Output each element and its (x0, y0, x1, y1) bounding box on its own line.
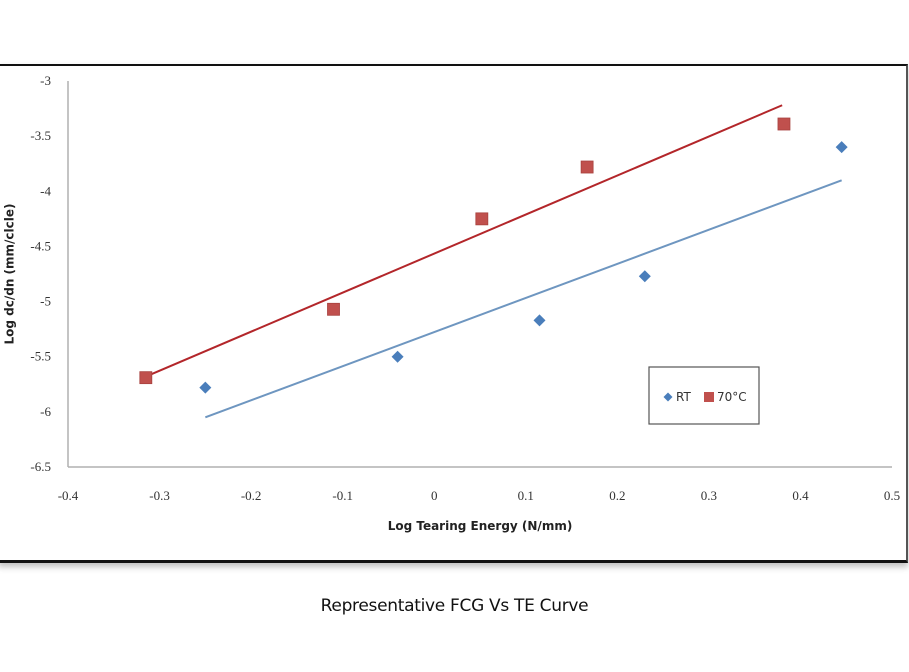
x-tick-label: 0.2 (609, 488, 625, 503)
x-tick-label: 0.5 (884, 488, 900, 503)
trendlines (145, 104, 842, 419)
x-tick-label: -0.1 (332, 488, 353, 503)
data-point-rt (199, 381, 212, 394)
x-tick-label: -0.4 (58, 488, 79, 503)
x-tick-label: 0.4 (792, 488, 809, 503)
data-point-rt (391, 350, 404, 363)
figure-caption: Representative FCG Vs TE Curve (320, 596, 589, 616)
y-tick-label: -5.5 (30, 349, 51, 364)
legend: RT 70°C (648, 366, 760, 425)
data-point-rt (533, 314, 546, 327)
trendline-70c (145, 104, 783, 378)
x-tick-labels: -0.4 -0.3 -0.2 -0.1 0 0.1 0.2 0.3 0.4 0.5 (58, 488, 900, 503)
x-tick-label: 0.3 (701, 488, 717, 503)
y-tick-label: -3.5 (30, 128, 51, 143)
legend-label-70c: 70°C (717, 390, 747, 404)
data-points (139, 117, 848, 394)
y-tick-label: -5 (40, 294, 51, 309)
y-tick-label: -4 (40, 183, 51, 198)
data-point-70c (139, 371, 153, 385)
y-axis-title: Log dc/dn (mm/clcle) (3, 203, 17, 344)
legend-label-rt: RT (676, 390, 691, 404)
y-tick-label: -4.5 (30, 238, 51, 253)
y-tick-label: -6.5 (30, 459, 51, 474)
data-point-rt (638, 270, 651, 283)
trendline-rt (204, 179, 842, 419)
data-point-70c (327, 302, 340, 316)
data-point-70c (475, 212, 489, 226)
chart-frame: -0.4 -0.3 -0.2 -0.1 0 0.1 0.2 0.3 0.4 0.5 -3 -3.5-… (0, 64, 908, 563)
data-point-rt (835, 141, 848, 154)
x-axis-title: Log Tearing Energy (N/mm) (388, 519, 573, 533)
y-tick-labels: -3 -3.5 -4 -4.5 -5 -5.5 -6 -6.5 (30, 73, 51, 474)
x-tick-label: 0 (431, 488, 438, 503)
x-tick-label: -0.2 (241, 488, 262, 503)
data-point-70c (580, 160, 594, 174)
x-tick-label: 0.1 (518, 488, 534, 503)
y-tick-label: -6 (40, 404, 51, 419)
x-tick-label: -0.3 (149, 488, 170, 503)
legend-marker-rt (663, 392, 673, 402)
axes (67, 81, 892, 468)
scatter-chart: -0.4 -0.3 -0.2 -0.1 0 0.1 0.2 0.3 0.4 0.5 -3-3.5-… (3, 73, 901, 533)
data-point-70c (777, 117, 791, 131)
y-tick-label: -3 (40, 73, 51, 88)
legend-marker-70c (704, 392, 714, 402)
